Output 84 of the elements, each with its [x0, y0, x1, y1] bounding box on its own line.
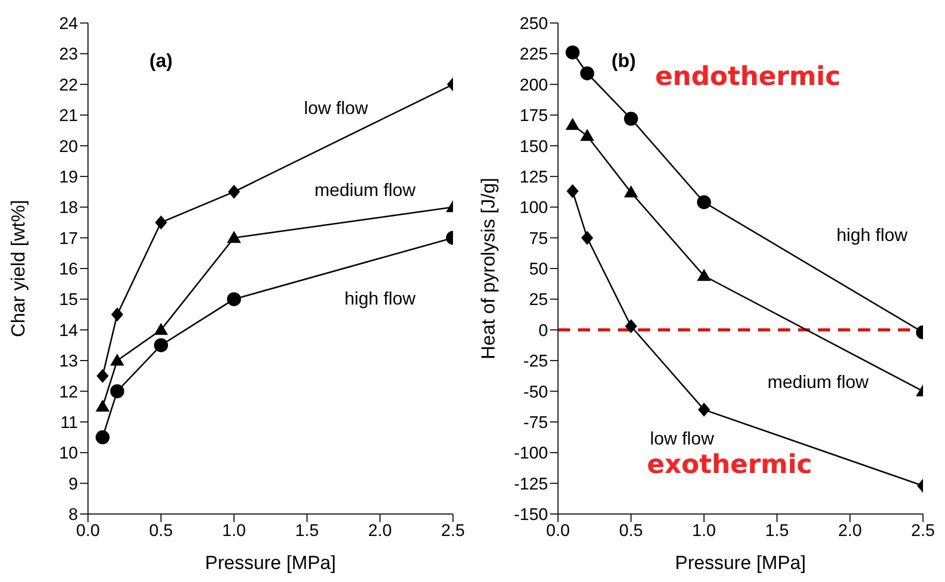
y-tick-label: 200: [520, 75, 548, 94]
y-tick-label: 9: [68, 474, 78, 494]
point: [625, 319, 637, 334]
y-tick-label: 20: [59, 136, 78, 156]
y-tick-label: 100: [520, 198, 548, 218]
x-tick-label: 0.5: [619, 521, 643, 540]
point: [96, 430, 110, 444]
x-tick-label: 0.0: [76, 521, 100, 540]
y-tick-label: 8: [68, 505, 78, 524]
annotation: (a): [149, 51, 173, 74]
point: [154, 338, 168, 352]
y-tick-label: 125: [520, 167, 548, 186]
x-tick-label: 2.5: [441, 521, 465, 540]
point: [227, 292, 241, 306]
y-tick-label: -100: [514, 444, 548, 463]
point: [110, 384, 124, 398]
point: [580, 66, 594, 80]
y-tick-label: -125: [514, 474, 548, 494]
series-label: medium flow: [314, 180, 417, 200]
annotation: endothermic: [655, 62, 841, 92]
y-axis-title: Char yield [wt%]: [8, 200, 30, 338]
y-tick-label: 14: [59, 320, 78, 340]
annotation: exothermic: [647, 450, 812, 480]
x-axis-title: Pressure [MPa]: [675, 553, 806, 574]
y-tick-label: 17: [59, 228, 78, 248]
series-label: high flow: [836, 225, 909, 246]
y-tick-label: 0: [538, 320, 548, 340]
point: [580, 128, 594, 141]
y-tick-label: 11: [60, 412, 78, 432]
y-tick-label: 25: [529, 290, 548, 310]
point: [96, 368, 109, 383]
y-axis-title: Heat of pyrolysis [J/g]: [478, 178, 500, 360]
point: [566, 118, 580, 130]
point: [624, 112, 638, 126]
y-tick-label: 24: [59, 14, 78, 34]
annotation: (b): [612, 51, 636, 74]
series-label: high flow: [344, 288, 417, 309]
y-tick-label: 250: [520, 14, 548, 34]
x-tick-label: 1.5: [765, 521, 789, 540]
y-tick-label: -150: [514, 505, 548, 524]
x-tick-label: 0.0: [546, 521, 570, 540]
point: [581, 230, 594, 245]
y-tick-label: 75: [529, 228, 548, 248]
point: [697, 268, 711, 281]
y-tick-label: 175: [520, 106, 548, 126]
y-tick-label: 10: [59, 444, 78, 463]
x-tick-label: 2.5: [911, 521, 935, 540]
x-tick-label: 1.0: [222, 521, 246, 540]
point: [566, 45, 580, 60]
y-tick-label: 150: [520, 136, 548, 156]
point: [111, 308, 124, 322]
y-tick-label: 23: [59, 44, 78, 64]
y-tick-label: 225: [520, 44, 548, 64]
point: [228, 184, 240, 199]
y-tick-label: 18: [59, 198, 78, 218]
y-tick-label: 22: [59, 75, 78, 94]
y-tick-label: 12: [59, 382, 78, 402]
y-tick-label: 19: [59, 167, 78, 186]
series-label: low flow: [650, 428, 716, 449]
point: [698, 402, 710, 417]
y-tick-label: 50: [529, 260, 548, 279]
point: [624, 185, 638, 198]
x-tick-label: 2.0: [368, 521, 392, 540]
y-tick-label: 13: [59, 352, 78, 371]
point: [154, 322, 168, 335]
y-tick-label: 15: [59, 290, 78, 310]
point: [227, 230, 241, 243]
y-tick-label: 21: [59, 106, 78, 126]
x-tick-label: 0.5: [149, 521, 173, 540]
point: [110, 354, 124, 366]
x-tick-label: 1.5: [295, 521, 319, 540]
point: [96, 400, 110, 412]
series-label: medium flow: [767, 372, 870, 392]
y-tick-label: -75: [523, 412, 548, 432]
point: [155, 215, 167, 230]
y-tick-label: -25: [523, 352, 548, 371]
x-axis-title: Pressure [MPa]: [205, 553, 336, 574]
y-tick-label: 16: [59, 260, 78, 279]
y-tick-label: -50: [523, 382, 548, 402]
series-label: low flow: [304, 98, 370, 118]
x-tick-label: 1.0: [692, 521, 716, 540]
point: [566, 184, 579, 198]
x-tick-label: 2.0: [838, 521, 862, 540]
point: [697, 195, 711, 210]
